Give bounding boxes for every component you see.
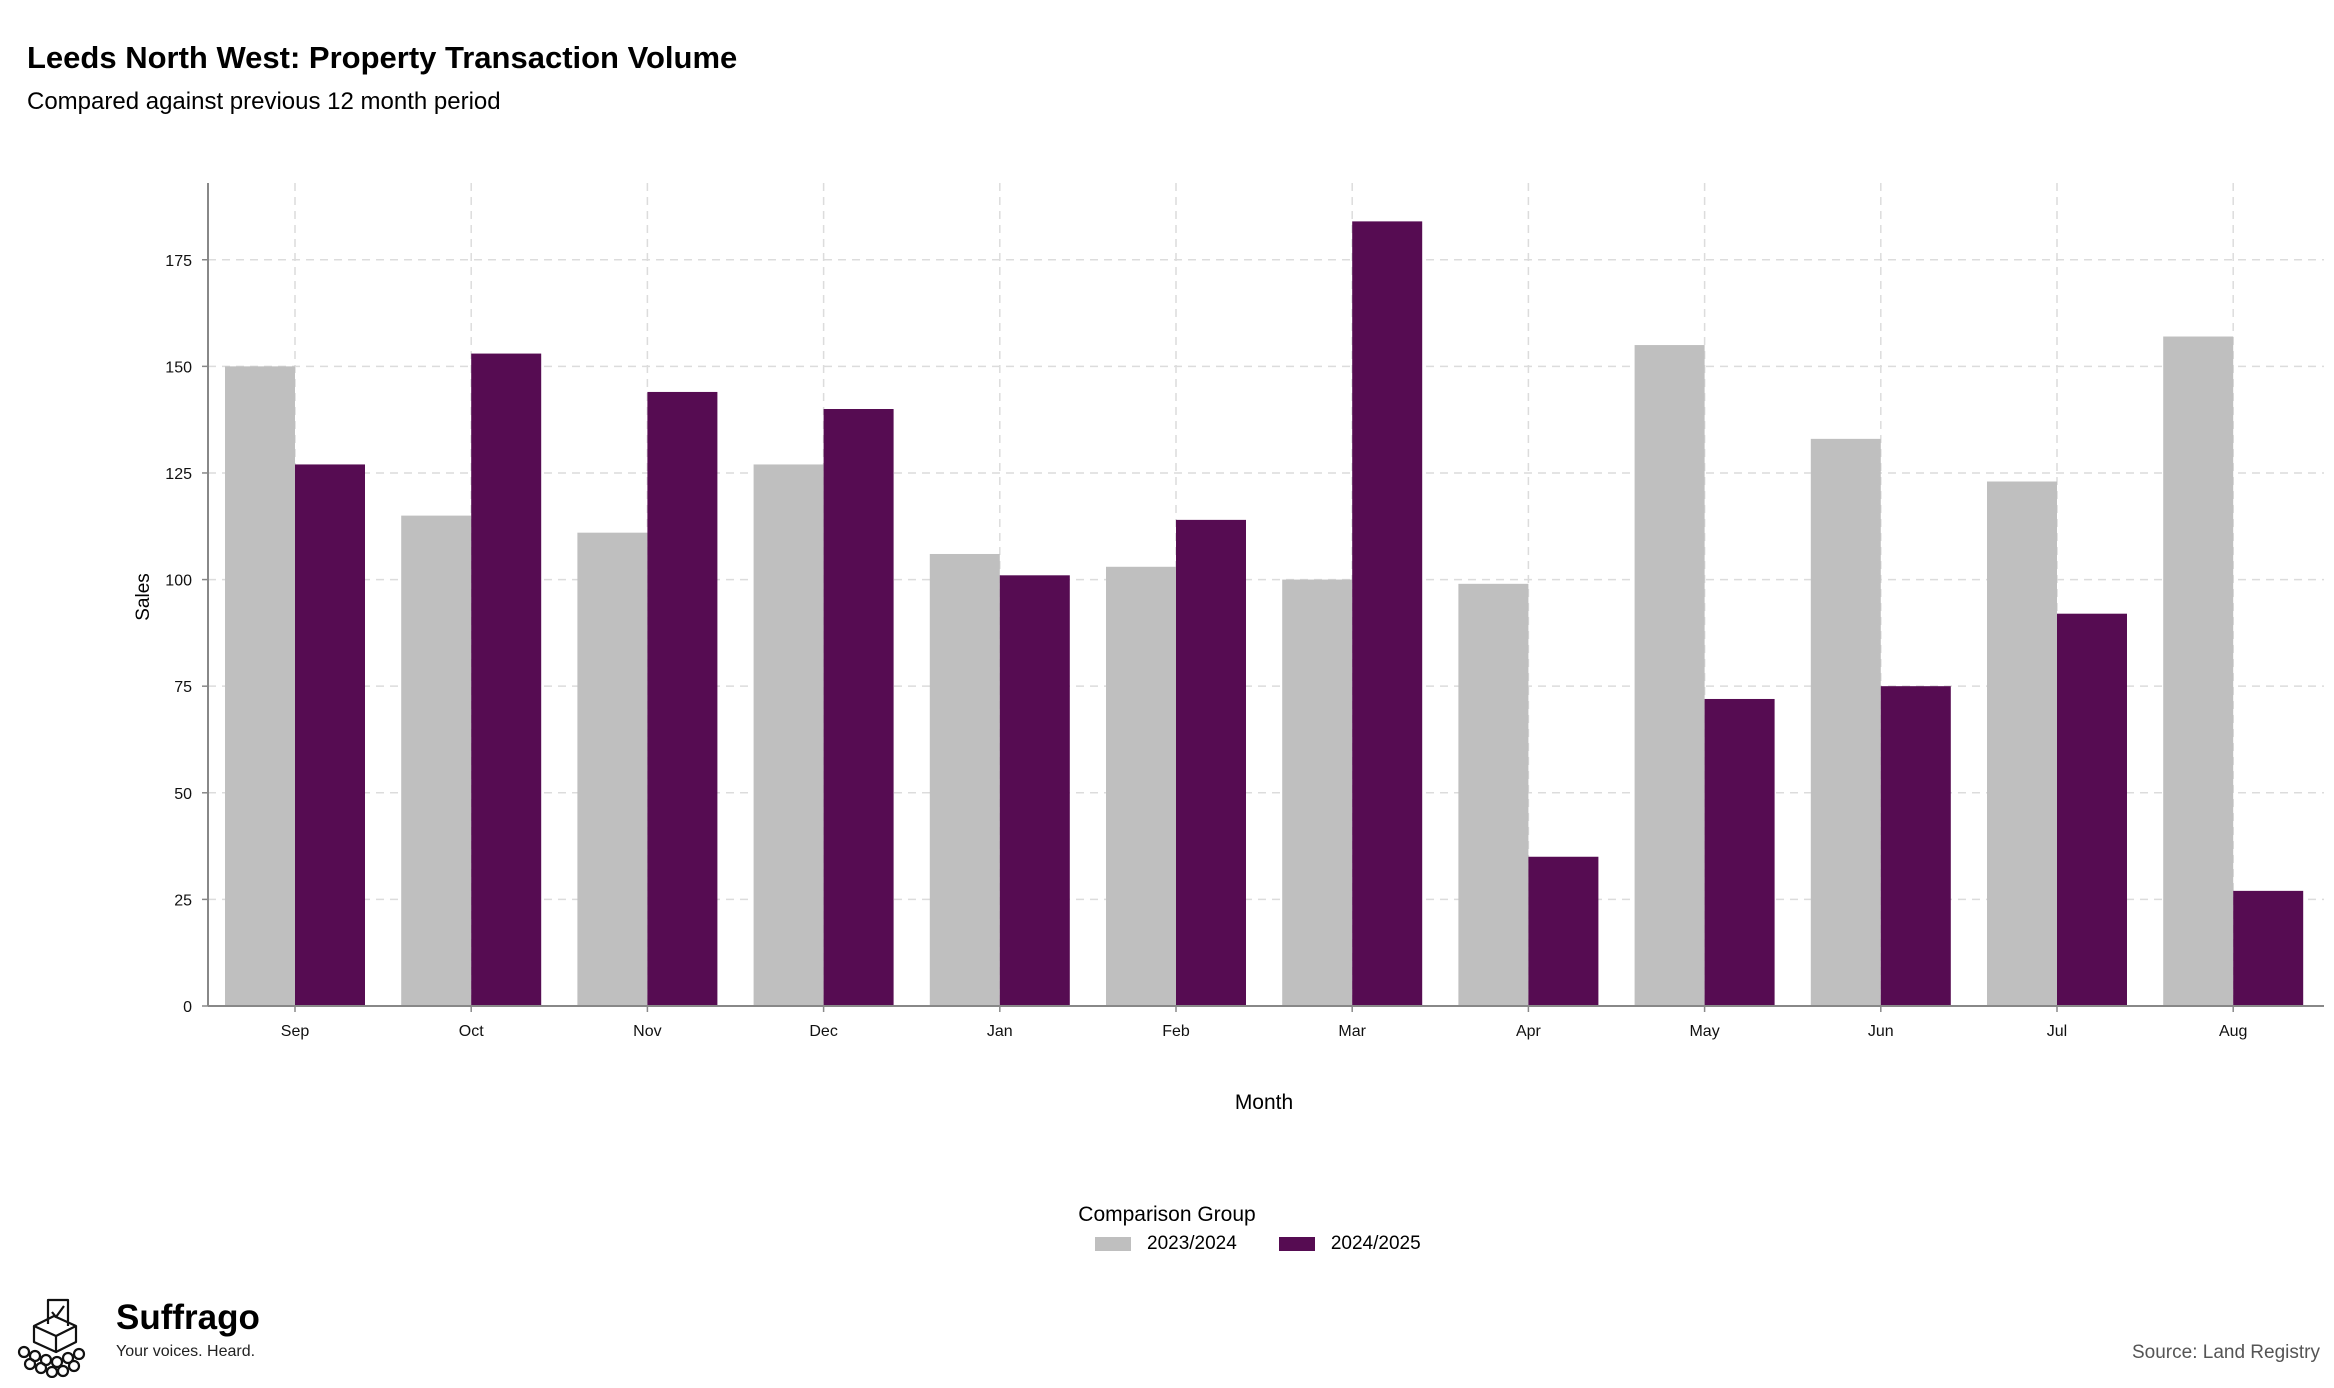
y-tick-label: 150: [165, 359, 192, 376]
x-tick-label: Dec: [809, 1023, 837, 1040]
brand-name: Suffrago: [116, 1298, 260, 1337]
x-tick-label: Jun: [1868, 1023, 1894, 1040]
y-axis-label: Sales: [133, 573, 154, 621]
x-tick-label: Mar: [1338, 1023, 1366, 1040]
y-tick-label: 125: [165, 466, 192, 483]
legend-label-current: 2024/2025: [1330, 1233, 1421, 1254]
bar-current-aug: [2233, 890, 2304, 1006]
bar-prior-mar: [1282, 579, 1353, 1006]
legend-swatch-current: [1278, 1237, 1315, 1251]
legend-item-current: 2024/2025: [1278, 1233, 1421, 1255]
bar-current-may: [1704, 698, 1775, 1006]
chart-title: Leeds North West: Property Transaction V…: [27, 40, 738, 75]
x-tick-label: May: [1689, 1023, 1719, 1040]
x-tick-label: Nov: [633, 1023, 661, 1040]
y-tick-label: 0: [183, 999, 192, 1016]
bar-prior-may: [1634, 345, 1705, 1006]
bar-prior-dec: [753, 464, 824, 1006]
x-tick-label: Jul: [2047, 1023, 2067, 1040]
bar-prior-aug: [2163, 336, 2234, 1006]
x-axis-label: Month: [1235, 1091, 1293, 1114]
bar-chart: 0 25 50 75 100 125 150 175 Sep Oct Nov Dec Jan Feb Mar…: [133, 183, 2324, 1114]
y-tick-label: 75: [174, 679, 192, 696]
bar-prior-jul: [1987, 481, 2057, 1006]
x-tick-label: Sep: [281, 1023, 310, 1040]
legend-swatch-prior: [1095, 1237, 1131, 1251]
chart-subtitle: Compared against previous 12 month perio…: [27, 88, 501, 115]
legend-title: Comparison Group: [1078, 1203, 1256, 1226]
bar-current-feb: [1176, 519, 1246, 1006]
bar-current-mar: [1352, 221, 1423, 1006]
bar-current-nov: [647, 391, 718, 1006]
x-tick-label: Oct: [459, 1023, 484, 1040]
bar-prior-jan: [929, 553, 1000, 1006]
legend: 2023/2024 2024/2025: [1095, 1233, 1463, 1255]
y-tick-label: 175: [165, 253, 192, 270]
y-tick-label: 25: [174, 892, 192, 909]
bars: [225, 221, 2304, 1007]
brand-tagline: Your voices. Heard.: [116, 1343, 256, 1360]
bar-current-dec: [823, 409, 894, 1006]
bar-current-apr: [1528, 856, 1599, 1006]
y-tick-label: 50: [174, 786, 192, 803]
bar-prior-jun: [1810, 438, 1881, 1006]
brand-logo: Suffrago Your voices. Heard.: [14, 1296, 260, 1383]
bar-prior-feb: [1106, 566, 1176, 1006]
x-tick-label: Jan: [987, 1023, 1013, 1040]
y-tick-label: 100: [165, 573, 192, 590]
bar-current-jan: [999, 575, 1070, 1006]
axes: 0 25 50 75 100 125 150 175 Sep Oct Nov Dec Jan Feb Mar…: [165, 183, 2324, 1040]
bar-current-sep: [295, 464, 365, 1006]
legend-item-prior: 2023/2024: [1095, 1233, 1237, 1255]
bar-prior-apr: [1458, 583, 1529, 1006]
bar-current-jul: [2057, 613, 2127, 1006]
bar-current-oct: [471, 353, 542, 1006]
ballot-box-icon: [14, 1296, 108, 1383]
bar-current-jun: [1880, 686, 1951, 1006]
x-tick-label: Apr: [1516, 1023, 1542, 1040]
bar-prior-nov: [577, 532, 648, 1006]
bar-prior-sep: [225, 366, 295, 1007]
source-note: Source: Land Registry: [2132, 1342, 2320, 1363]
legend-label-prior: 2023/2024: [1147, 1233, 1237, 1254]
bar-prior-oct: [401, 515, 472, 1006]
x-tick-label: Aug: [2219, 1023, 2247, 1040]
x-tick-label: Feb: [1162, 1023, 1190, 1040]
